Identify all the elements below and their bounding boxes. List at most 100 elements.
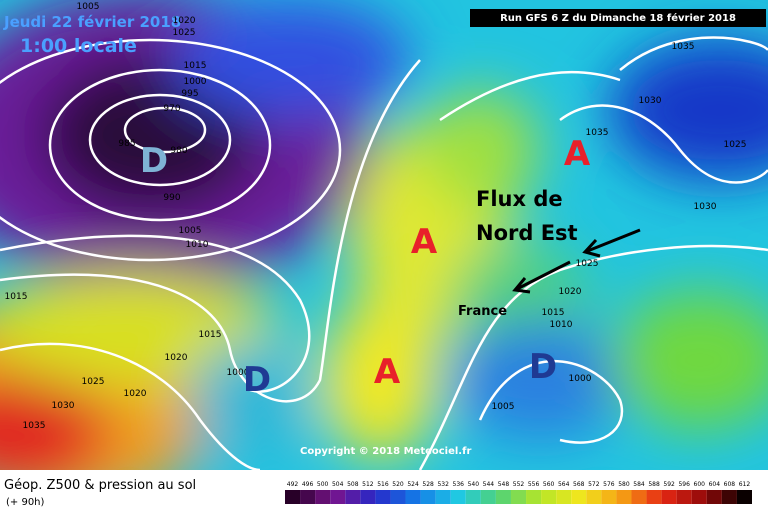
color-swatch <box>616 490 632 504</box>
scale-label: 596 <box>678 481 690 488</box>
color-swatch <box>495 490 511 504</box>
date-label: Jeudi 22 février 2018 <box>3 13 181 31</box>
scale-label: 608 <box>724 481 736 488</box>
scale-label: 584 <box>633 481 645 488</box>
scale-label: 588 <box>648 481 660 488</box>
color-swatch <box>465 490 481 504</box>
isobar-label: 1025 <box>576 259 599 269</box>
scale-label: 544 <box>483 481 495 488</box>
run-label: Run GFS 6 Z du Dimanche 18 février 2018 <box>500 12 736 24</box>
isobar-label: 1005 <box>492 402 515 412</box>
color-swatch <box>375 490 391 504</box>
run-banner <box>470 9 766 27</box>
scale-label: 496 <box>302 481 314 488</box>
color-swatch <box>330 490 346 504</box>
scale-label: 520 <box>392 481 404 488</box>
color-swatch <box>510 490 527 504</box>
scale-label: 612 <box>739 481 751 488</box>
color-swatch <box>450 490 466 504</box>
isobar-label: 1030 <box>52 401 75 411</box>
scale-label: 568 <box>573 481 585 488</box>
scale-label: 580 <box>618 481 630 488</box>
isobar-label: 1020 <box>124 389 147 399</box>
color-swatch <box>721 490 737 504</box>
scale-label: 540 <box>468 481 480 488</box>
scale-label: 516 <box>377 481 389 488</box>
color-swatch <box>676 490 692 504</box>
isobar-label: 990 <box>163 193 180 203</box>
scale-label: 508 <box>347 481 359 488</box>
isobar-label: 980 <box>170 146 187 156</box>
scale-label: 536 <box>453 481 465 488</box>
pressure-center: D <box>140 141 168 181</box>
color-swatch <box>556 490 572 504</box>
isobar-label: 1015 <box>5 292 28 302</box>
color-swatch <box>285 490 301 504</box>
annotation: Nord Est <box>476 221 578 245</box>
scale-label: 604 <box>709 481 721 488</box>
isobar-label: 1030 <box>694 202 717 212</box>
scale-label: 524 <box>407 481 419 488</box>
color-swatch <box>646 490 662 504</box>
scale-label: 592 <box>663 481 675 488</box>
scale-label: 576 <box>603 481 615 488</box>
color-swatch <box>435 490 451 504</box>
isobar-label: 970 <box>163 104 180 114</box>
isobar-label: 1015 <box>199 330 222 340</box>
isobar-label: 1035 <box>672 42 695 52</box>
isobar-label: 1020 <box>165 353 188 363</box>
scale-label: 528 <box>422 481 434 488</box>
scale-label: 560 <box>543 481 555 488</box>
isobars <box>0 36 768 470</box>
color-swatch <box>390 490 406 504</box>
color-swatch <box>541 490 557 504</box>
color-swatch <box>736 490 752 504</box>
isobar-label: 1030 <box>639 96 662 106</box>
pressure-center: A <box>411 222 438 262</box>
color-swatch <box>360 490 376 504</box>
isobar-label: 1015 <box>542 308 565 318</box>
isobar-label: 1015 <box>184 61 207 71</box>
isobar-label: 1000 <box>184 77 207 87</box>
pressure-center: A <box>374 352 401 392</box>
color-swatch <box>405 490 421 504</box>
country-label: France <box>458 304 507 319</box>
isobar-label: 1035 <box>23 421 46 431</box>
color-swatch <box>526 490 542 504</box>
isobar-label: 1005 <box>77 2 100 12</box>
color-swatch <box>586 490 602 504</box>
scale-label: 552 <box>513 481 525 488</box>
color-swatch <box>631 490 647 504</box>
isobar-label: 1020 <box>559 287 582 297</box>
isobar-label: 1025 <box>724 140 747 150</box>
isobar-label: 1010 <box>186 240 209 250</box>
legend-lead: (+ 90h) <box>6 497 45 508</box>
isobar-label: 995 <box>181 89 198 99</box>
isobar-label: 1000 <box>227 368 250 378</box>
scale-label: 564 <box>558 481 570 488</box>
color-swatch <box>315 490 331 504</box>
scale-label: 492 <box>287 481 299 488</box>
legend-title: Géop. Z500 & pression au sol <box>4 478 196 493</box>
pressure-center: D <box>529 347 557 387</box>
scale-label: 548 <box>498 481 510 488</box>
color-swatch <box>300 490 316 504</box>
scale-label: 500 <box>317 481 329 488</box>
pressure-center: D <box>243 360 271 400</box>
color-swatch <box>571 490 587 504</box>
scale-label: 572 <box>588 481 600 488</box>
color-swatch <box>706 490 722 504</box>
color-swatch <box>420 490 436 504</box>
isobar-label: 1020 <box>173 16 196 26</box>
scale-label: 512 <box>362 481 374 488</box>
isobar-label: 1005 <box>179 226 202 236</box>
color-swatch <box>345 490 361 504</box>
scale-label: 532 <box>437 481 449 488</box>
scale-label: 556 <box>528 481 540 488</box>
annotation: Flux de <box>476 187 563 211</box>
isobar-label: 985 <box>118 139 135 149</box>
scale-label: 504 <box>332 481 344 488</box>
isobar-label: 1035 <box>586 128 609 138</box>
